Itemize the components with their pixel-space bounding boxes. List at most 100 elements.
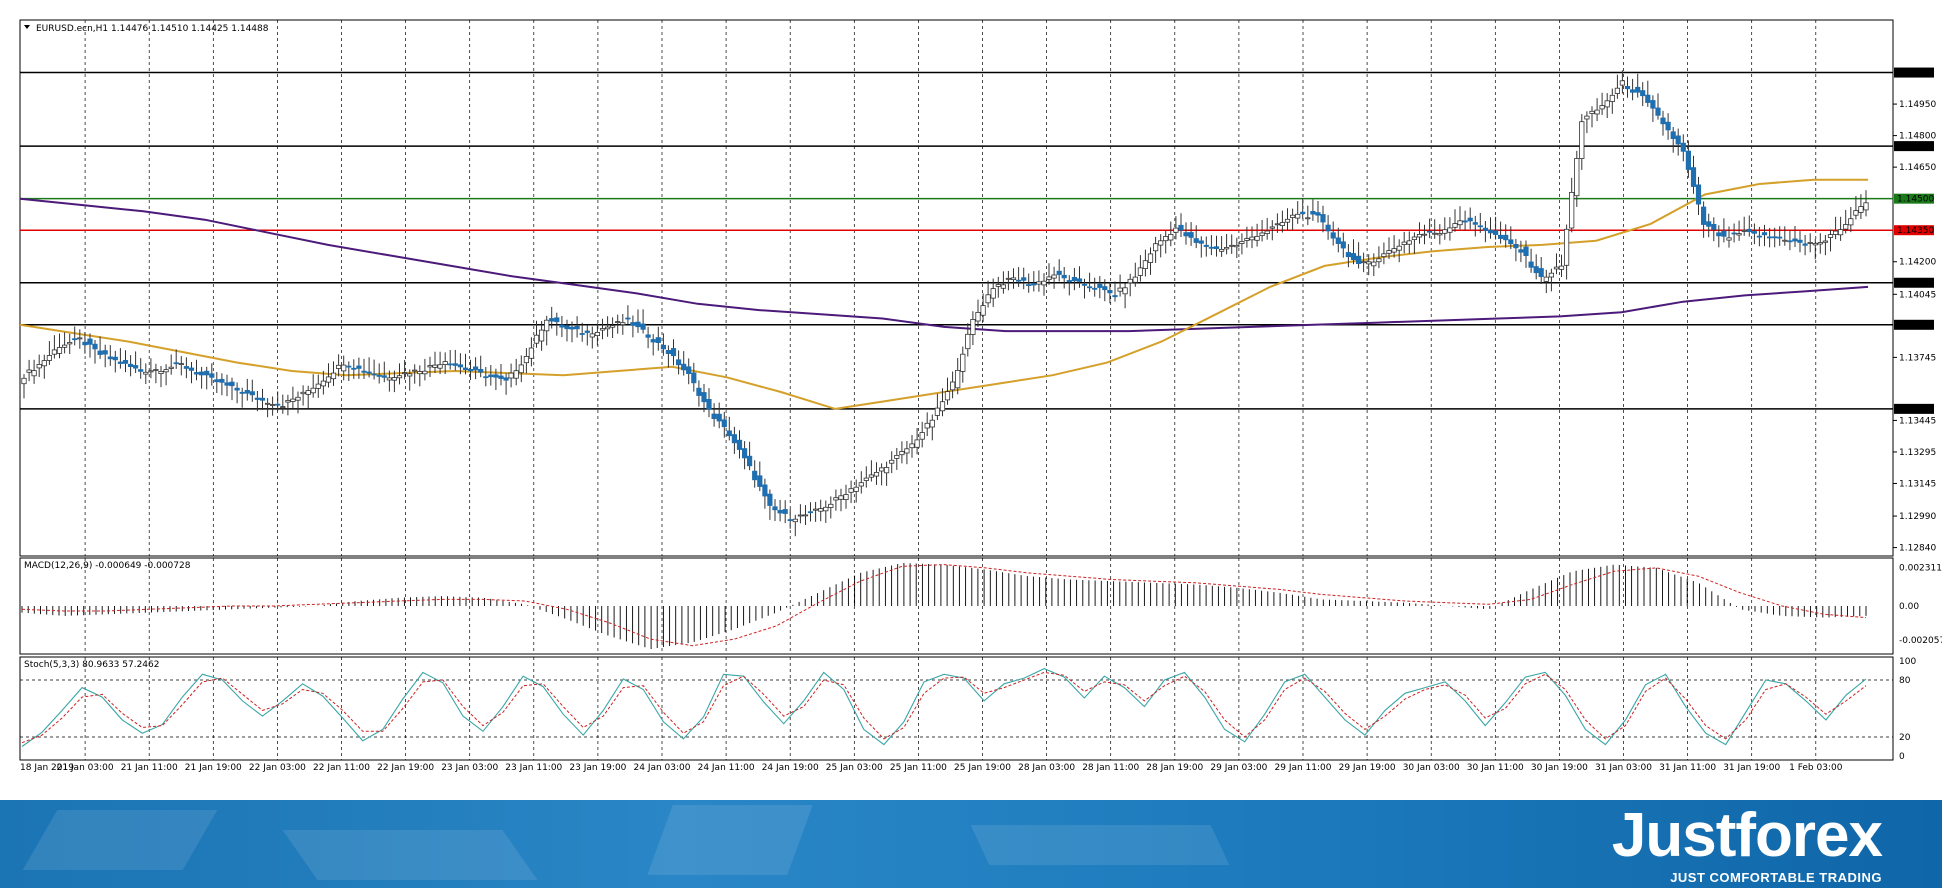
candle-body [782, 509, 788, 514]
panel-frame-1 [19, 19, 1894, 557]
candle-body [1452, 223, 1458, 228]
candle-body [41, 360, 47, 367]
candle-body [1746, 228, 1752, 233]
x-tick-label: 28 Jan 19:00 [1146, 763, 1203, 773]
x-tick-label: 25 Jan 19:00 [954, 763, 1011, 773]
candle-body [483, 376, 489, 379]
candle-body [1630, 89, 1636, 93]
candle-body [46, 355, 53, 361]
candle-body [1279, 222, 1285, 227]
candle-body [767, 493, 773, 506]
candle-body [188, 367, 195, 371]
y-tick-label: 1.13295 [1899, 448, 1936, 458]
candle-body [559, 324, 565, 328]
candle-body [452, 363, 458, 366]
candle-body [1493, 230, 1499, 235]
candle-body [437, 364, 443, 369]
candle-body [579, 333, 585, 335]
candle-body [1680, 142, 1686, 152]
candle-body [1107, 289, 1113, 294]
candle-body [224, 382, 230, 386]
candle-body [1548, 272, 1554, 278]
candle-body [239, 391, 245, 394]
candle-body [138, 369, 144, 372]
candle-body [686, 366, 692, 374]
candle-body [853, 486, 859, 492]
stoch-title: Stoch(5,3,3) 80.9633 57.2462 [24, 660, 159, 670]
y-tick-label: 1.12990 [1899, 512, 1936, 522]
candle-body [493, 374, 499, 378]
candle-body [1381, 253, 1387, 258]
candle-body [665, 349, 672, 354]
candle-body [1827, 234, 1834, 238]
x-tick-label: 21 Jan 11:00 [121, 763, 178, 773]
x-tick-label: 22 Jan 11:00 [313, 763, 370, 773]
y-tick-label: 1.13745 [1899, 353, 1936, 363]
candle-body [1675, 135, 1681, 145]
candle-body [1036, 281, 1042, 285]
level-tag [1894, 277, 1934, 288]
candle-body [539, 329, 545, 342]
candle-body [863, 477, 869, 481]
candle-body [610, 325, 616, 328]
candle-body [1564, 228, 1570, 266]
candle-body [1838, 229, 1844, 236]
candle-body [432, 364, 438, 368]
candle-body [229, 381, 235, 387]
candle-body [249, 391, 255, 396]
candle-body [1858, 206, 1864, 213]
candle-body [1005, 277, 1012, 280]
candle-body [254, 397, 260, 400]
candle-body [1833, 230, 1839, 235]
candle-body [193, 372, 200, 375]
candle-body [1041, 280, 1047, 286]
candle-body [823, 506, 829, 512]
candle-body [325, 376, 332, 383]
level-tag [1894, 193, 1934, 204]
candle-body [87, 338, 93, 345]
candle-body [1239, 240, 1245, 244]
candle-body [1366, 261, 1372, 265]
candle-body [462, 367, 469, 371]
candle-body [422, 370, 428, 375]
level-tag [1894, 403, 1934, 414]
candle-body [158, 370, 164, 374]
candle-body [198, 371, 205, 376]
candle-body [1345, 252, 1351, 258]
candle-body [605, 326, 611, 330]
candle-body [1756, 235, 1762, 238]
x-tick-label: 28 Jan 11:00 [1082, 763, 1139, 773]
y-tick-label: 1.14650 [1899, 163, 1936, 173]
chart-area[interactable]: 18 Jan 2019 21 Jan 03:00 21 Jan 11:00 21 Ja… [0, 0, 1942, 800]
candle-body [1396, 245, 1402, 251]
candle-body [797, 514, 804, 517]
candle-body [691, 372, 697, 384]
candle-body [67, 342, 73, 345]
candle-body [168, 366, 174, 369]
candle-body [1066, 280, 1072, 283]
candle-body [1249, 236, 1255, 241]
candle-body [386, 377, 393, 381]
candle-body [645, 334, 651, 338]
candle-body [1076, 278, 1083, 282]
candle-body [219, 378, 225, 383]
candle-body [1158, 240, 1164, 246]
candle-body [1137, 267, 1143, 276]
candle-body [1472, 222, 1478, 225]
candle-body [1401, 241, 1407, 246]
candle-body [594, 331, 601, 336]
candle-body [1543, 276, 1549, 282]
candle-body [330, 372, 337, 380]
candle-body [1498, 234, 1504, 239]
x-tick-label: 30 Jan 03:00 [1403, 763, 1460, 773]
candle-body [1295, 213, 1301, 219]
stoch-main-line [21, 667, 1867, 747]
candle-body [1787, 240, 1793, 243]
candle-body [1477, 225, 1483, 228]
candle-body [879, 467, 885, 472]
candle-body [752, 470, 758, 481]
candle-body [1411, 236, 1417, 240]
candle-body [1132, 276, 1138, 283]
candle-body [1051, 274, 1057, 279]
